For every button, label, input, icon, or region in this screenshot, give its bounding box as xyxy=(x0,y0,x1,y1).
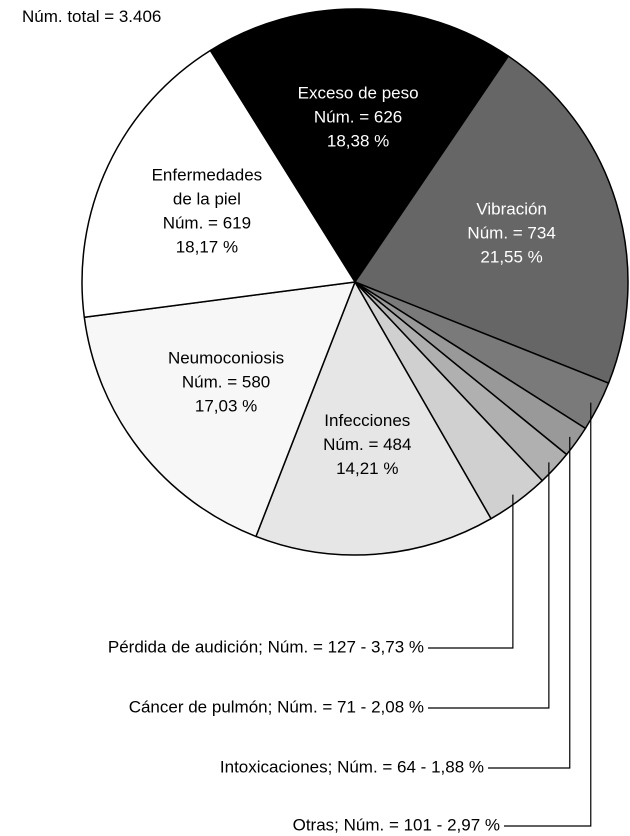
leader-line xyxy=(428,494,514,649)
pie-slice xyxy=(81,49,356,319)
slice-label: Infecciones xyxy=(324,411,410,430)
slice-label: Otras; Núm. = 101 - 2,97 % xyxy=(293,815,500,834)
slice-label: Núm. = 619 xyxy=(163,214,251,233)
slice-label: Pérdida de audición; Núm. = 127 - 3,73 % xyxy=(108,637,424,656)
slice-label: Cáncer de pulmón; Núm. = 71 - 2,08 % xyxy=(129,697,424,716)
pie-slice xyxy=(255,281,492,556)
slice-label: de la piel xyxy=(173,190,241,209)
slice-label: Núm. = 734 xyxy=(467,223,555,242)
pie-slice xyxy=(209,8,510,283)
slice-label: Núm. = 580 xyxy=(182,373,270,392)
leader-line xyxy=(488,436,571,769)
slice-label: Vibración xyxy=(476,199,547,218)
slice-label: Intoxicaciones; Núm. = 64 - 1,88 % xyxy=(220,757,484,776)
slice-label: Enfermedades xyxy=(152,166,263,185)
slice-label: Núm. = 626 xyxy=(314,108,402,127)
total-label: Núm. total = 3.406 xyxy=(22,7,161,26)
slice-label: 18,17 % xyxy=(176,238,238,257)
slice-label: Exceso de peso xyxy=(298,84,419,103)
pie-slice xyxy=(83,281,356,538)
slice-label: 14,21 % xyxy=(336,459,398,478)
leader-line xyxy=(504,402,592,827)
slice-label: 21,55 % xyxy=(480,247,542,266)
leader-line xyxy=(428,462,550,709)
slice-label: Neumoconiosis xyxy=(168,349,284,368)
slice-label: 17,03 % xyxy=(195,397,257,416)
pie-slice xyxy=(354,55,629,384)
slice-label: 18,38 % xyxy=(327,132,389,151)
slice-label: Núm. = 484 xyxy=(323,435,411,454)
